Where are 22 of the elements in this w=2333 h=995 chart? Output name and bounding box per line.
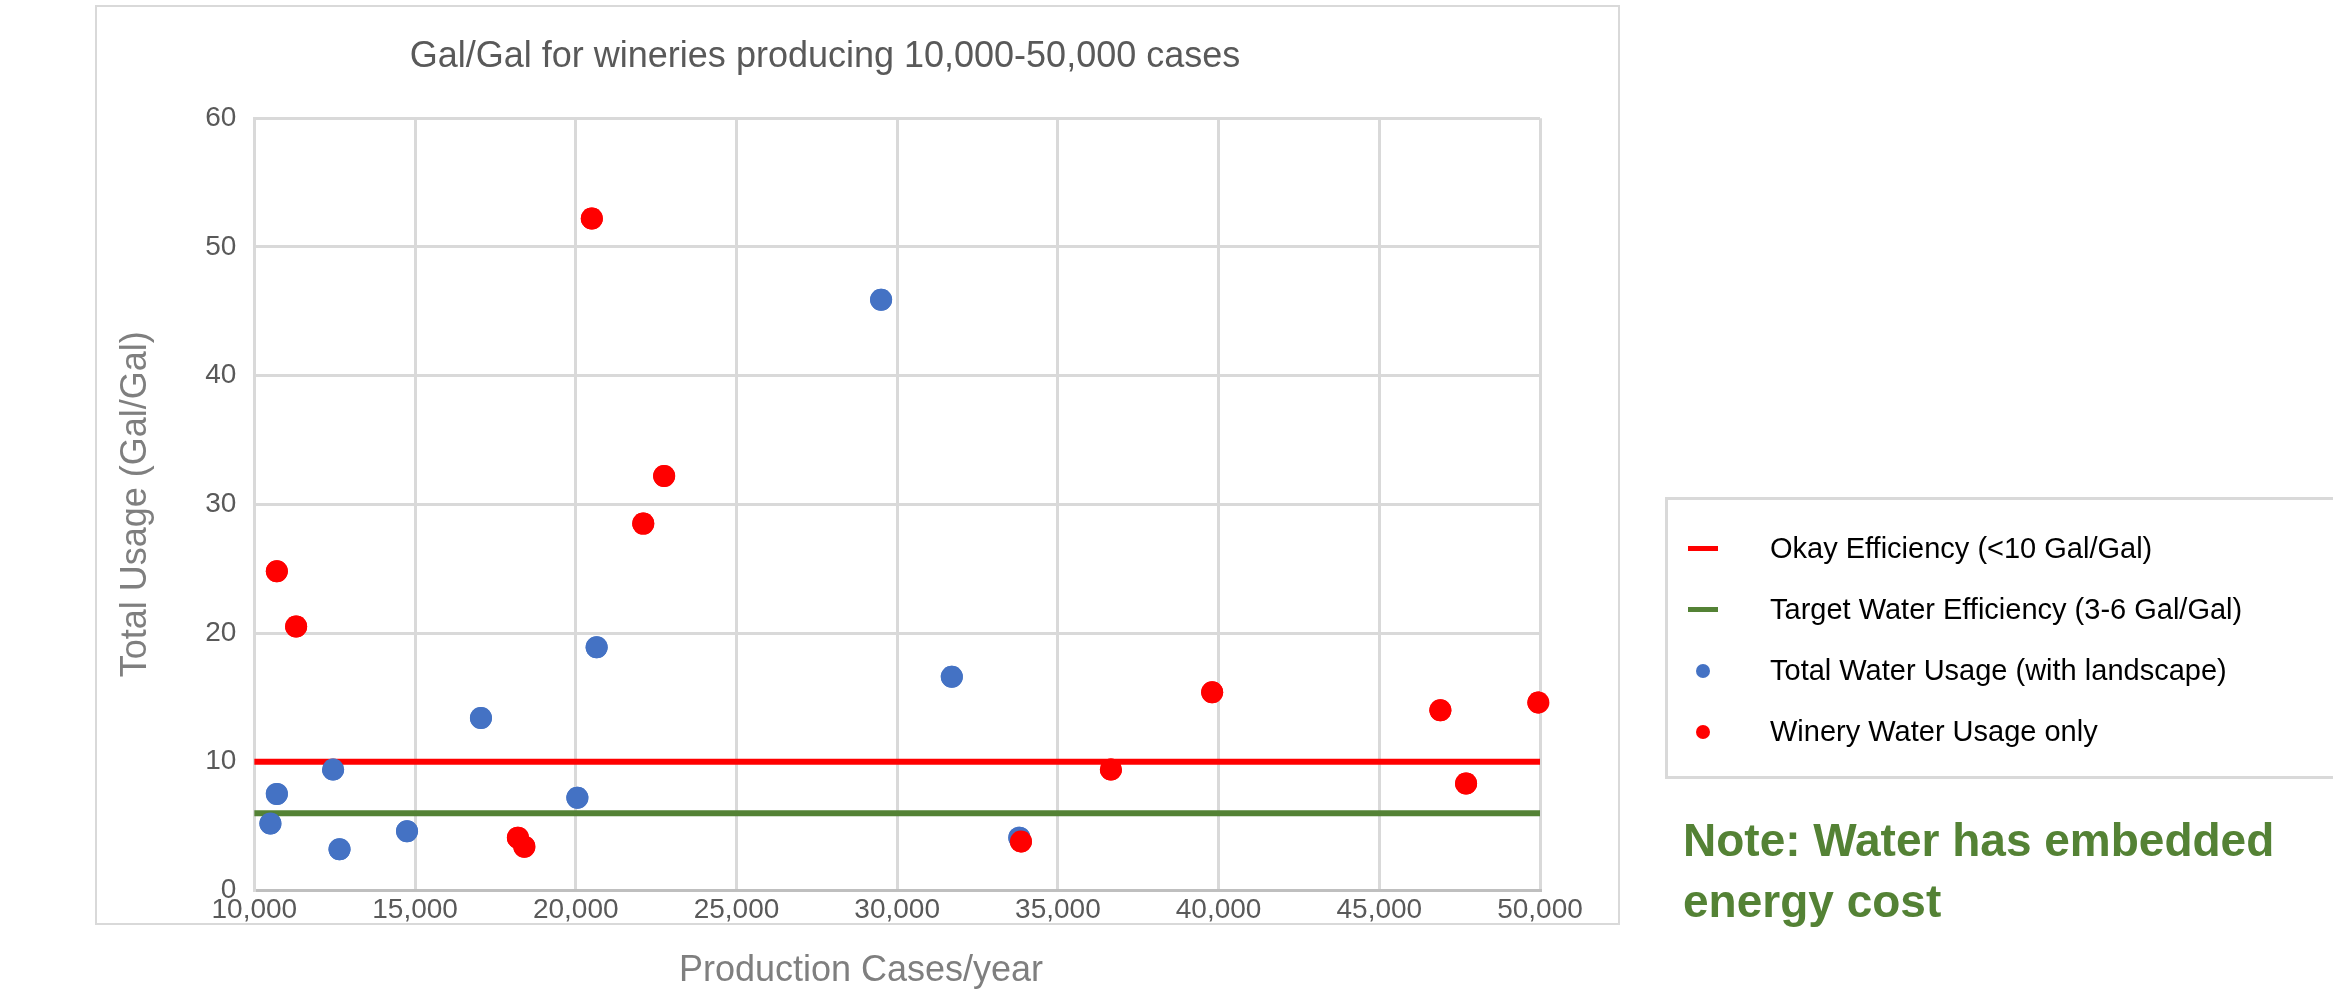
y-tick-label: 40 [205, 358, 237, 390]
y-tick-label: 10 [205, 744, 237, 776]
x-tick-label: 50,000 [1497, 892, 1583, 924]
text: Note: Water has embedded energy cost [1683, 813, 2276, 929]
x-tick-label: 25,000 [693, 892, 780, 924]
x-tick-label: 20,000 [532, 892, 619, 924]
legend-label: Okay Efficiency (<10 Gal/Gal) [1770, 532, 2153, 565]
chart-title: Gal/Gal for wineries producing 10,000-50,000 cases [409, 33, 1241, 75]
y-tick-label: 20 [205, 615, 237, 647]
y-tick-label: 60 [205, 100, 237, 132]
legend-label: Total Water Usage (with landscape) [1770, 654, 2227, 687]
x-tick-label: 40,000 [1175, 892, 1262, 924]
x-axis-title: Production Cases/year [677, 948, 1045, 990]
x-tick-label: 45,000 [1336, 892, 1423, 924]
y-tick-label: 50 [205, 229, 237, 261]
legend-label: Target Water Efficiency (3-6 Gal/Gal) [1770, 593, 2243, 626]
legend-label: Winery Water Usage only [1770, 715, 2098, 748]
y-tick-label: 30 [205, 487, 237, 519]
x-tick-label: 35,000 [1015, 892, 1101, 924]
x-tick-label: 30,000 [854, 892, 940, 924]
x-tick-label: 15,000 [372, 892, 458, 924]
y-axis-title: Total Usage (Gal/Gal) [112, 331, 154, 678]
